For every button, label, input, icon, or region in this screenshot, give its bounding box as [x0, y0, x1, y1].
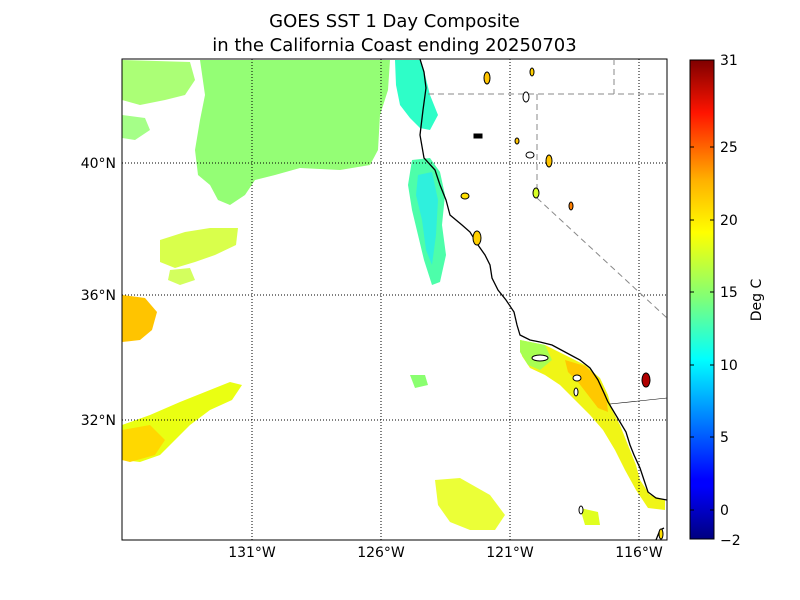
- lon-label-116: 116°W: [615, 545, 663, 561]
- colorbar-ticks: [690, 146, 714, 511]
- lon-label-121: 121°W: [486, 545, 534, 561]
- island-3: [573, 387, 579, 397]
- lon-label-126: 126°W: [357, 545, 405, 561]
- colorbar-tick-0: 0: [720, 503, 729, 519]
- graticule: [122, 59, 667, 540]
- island-4: [578, 505, 584, 515]
- sst-data-layer: [122, 60, 665, 530]
- lake-9: [460, 192, 470, 200]
- state-boundaries: [428, 59, 667, 319]
- map-title-line-2: in the California Coast ending 20250703: [212, 35, 577, 56]
- lake-10: [568, 201, 574, 211]
- lake-2: [529, 67, 535, 77]
- lake-1: [483, 71, 491, 85]
- colorbar-tick-neg2: −2: [720, 533, 741, 549]
- sst-patch-sw-orange: [122, 425, 165, 462]
- colorbar-tick-20: 20: [720, 213, 738, 229]
- ca-nv-border-diagonal: [536, 197, 667, 319]
- colorbar-tick-15: 15: [720, 285, 738, 301]
- lake-4: [473, 133, 483, 139]
- colorbar-tick-10: 10: [720, 358, 738, 374]
- sst-patch-mid-small: [168, 268, 195, 285]
- lake-7: [545, 154, 553, 168]
- sst-patch-west-orange: [122, 295, 157, 342]
- lake-8: [532, 187, 540, 199]
- lat-label-36: 36°N: [81, 288, 116, 304]
- lake-6: [525, 151, 535, 159]
- colorbar: [689, 59, 715, 540]
- sst-patch-socal-warm: [565, 360, 608, 412]
- colorbar-tick-25: 25: [720, 140, 738, 156]
- sst-patch-socal-bight: [520, 340, 665, 510]
- lake-5: [514, 137, 520, 145]
- map-frame: [121, 58, 668, 541]
- mexico-border: [609, 397, 667, 405]
- sst-patch-north-green: [195, 60, 390, 205]
- sst-patch-nw-light: [122, 60, 195, 105]
- map-title-line-1: GOES SST 1 Day Composite: [269, 11, 520, 32]
- lake-11: [472, 230, 482, 246]
- island-2: [572, 374, 582, 382]
- lake-salton: [641, 372, 651, 388]
- sst-patch-south-baja: [580, 508, 600, 525]
- lakes-and-islands: [460, 67, 664, 540]
- sst-patch-north-cyan: [395, 60, 438, 130]
- colorbar-tick-31: 31: [720, 53, 738, 69]
- sst-patch-south-small: [435, 478, 505, 530]
- sst-patch-coastal-strip-inner: [416, 172, 438, 265]
- colorbar-label: Deg C: [749, 279, 765, 322]
- coastline: [419, 59, 667, 501]
- lon-label-131: 131°W: [228, 545, 276, 561]
- island-5: [658, 528, 664, 540]
- lat-label-40: 40°N: [81, 156, 116, 172]
- sst-patch-mid-yellowgreen: [160, 228, 238, 268]
- island-1: [531, 354, 549, 362]
- sst-patch-midsea-green: [410, 375, 428, 388]
- lake-3: [522, 91, 530, 103]
- sst-patch-nw-2: [122, 115, 150, 140]
- lat-label-32: 32°N: [81, 413, 116, 429]
- colorbar-tick-5: 5: [720, 430, 729, 446]
